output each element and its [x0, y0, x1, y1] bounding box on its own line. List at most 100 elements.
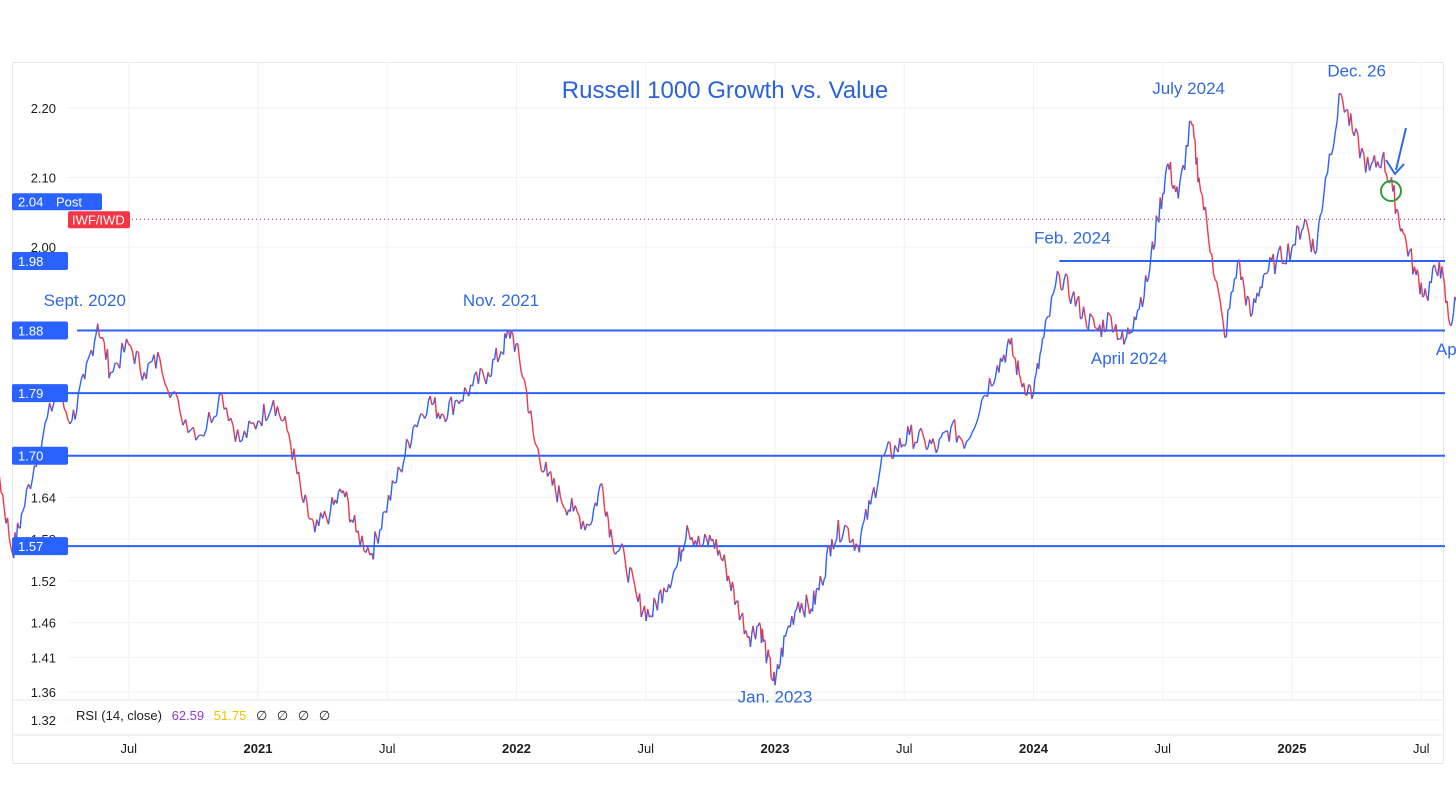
- series-segment: [683, 538, 687, 545]
- x-tick-label: Jul: [120, 741, 137, 756]
- series-segment: [866, 500, 870, 520]
- series-segment: [446, 401, 450, 418]
- level-badge-1.88: 1.88: [18, 324, 43, 339]
- series-segment: [498, 351, 502, 358]
- series-segment: [500, 350, 503, 354]
- series-segment: [882, 452, 886, 457]
- series-segment: [410, 427, 414, 442]
- series-segment: [1340, 93, 1344, 101]
- series-segment: [1332, 132, 1336, 148]
- series-segment: [741, 612, 746, 635]
- series-segment: [1198, 177, 1202, 191]
- series-segment: [523, 379, 527, 386]
- series-segment: [177, 398, 182, 415]
- series-segment: [93, 333, 97, 342]
- series-segment: [634, 585, 638, 595]
- series-segment: [1350, 113, 1354, 132]
- series-segment: [442, 414, 447, 423]
- series-segment: [794, 608, 798, 613]
- series-segment: [517, 343, 521, 359]
- series-segment: [879, 455, 883, 468]
- series-segment: [932, 438, 936, 446]
- series-segment: [566, 509, 570, 516]
- series-segment: [489, 375, 492, 378]
- series-segment: [1396, 208, 1399, 212]
- series-segment: [1032, 379, 1036, 394]
- series-segment: [1323, 177, 1327, 191]
- series-segment: [159, 358, 164, 374]
- series-segment: [640, 611, 644, 618]
- series-segment: [988, 377, 993, 387]
- series-segment: [452, 400, 456, 416]
- series-segment: [512, 334, 516, 352]
- series-segment: [284, 416, 288, 430]
- series-segment: [361, 535, 365, 551]
- series-segment: [1073, 291, 1077, 307]
- series-segment: [236, 429, 241, 442]
- series-segment: [558, 485, 562, 498]
- series-segment: [1430, 267, 1434, 284]
- series-segment: [1258, 286, 1262, 297]
- series-segment: [1279, 245, 1284, 264]
- series-segment: [537, 447, 541, 458]
- series-segment: [1261, 274, 1265, 289]
- series-segment: [221, 393, 225, 410]
- series-segment: [84, 363, 88, 380]
- series-segment: [1294, 225, 1298, 246]
- series-segment: [179, 413, 184, 426]
- series-segment: [479, 367, 483, 371]
- x-tick-label: 2022: [502, 741, 531, 756]
- series-segment: [1146, 277, 1150, 283]
- series-segment: [133, 351, 138, 365]
- rsi-indicator[interactable]: RSI (14, close) 62.59 51.75 ∅ ∅ ∅ ∅: [76, 708, 336, 724]
- series-segment: [397, 466, 401, 471]
- series-segment: [770, 677, 773, 680]
- series-segment: [1225, 309, 1229, 337]
- annotation-label: Sept. 2020: [44, 291, 126, 310]
- series-segment: [263, 403, 267, 421]
- series-segment: [1228, 291, 1232, 309]
- series-segment: [611, 539, 615, 552]
- series-segment: [1154, 215, 1157, 244]
- series-segment: [6, 517, 10, 538]
- series-segment: [792, 611, 796, 625]
- series-layer: [0, 92, 1456, 686]
- series-segment: [927, 439, 931, 448]
- series-segment: [306, 501, 310, 517]
- series-segment: [709, 534, 713, 542]
- series-segment: [1074, 299, 1078, 307]
- level-badge-1.57: 1.57: [18, 539, 43, 554]
- series-segment: [444, 417, 448, 423]
- series-segment: [464, 387, 468, 392]
- rsi-empty-3: ∅: [297, 708, 310, 723]
- series-segment: [1357, 134, 1361, 159]
- series-segment: [738, 615, 742, 621]
- series-segment: [1446, 300, 1450, 317]
- series-segment: [648, 615, 652, 618]
- series-segment: [1087, 313, 1091, 330]
- series-segment: [87, 354, 91, 360]
- series-segment: [1082, 306, 1086, 317]
- series-segment: [450, 396, 454, 416]
- series-segment: [76, 393, 80, 411]
- series-segment: [819, 575, 823, 582]
- annotation-label: Jan. 2023: [738, 688, 813, 707]
- series-segment: [832, 543, 836, 550]
- series-segment: [74, 410, 78, 420]
- series-segment: [1207, 239, 1211, 253]
- series-segment: [195, 435, 200, 441]
- series-segment: [894, 445, 898, 450]
- series-segment: [767, 649, 770, 658]
- series-segment: [629, 566, 633, 570]
- series-segment: [495, 347, 499, 363]
- series-segment: [1019, 379, 1023, 388]
- series-segment: [298, 471, 302, 486]
- series-segment: [389, 480, 394, 501]
- series-segment: [1058, 274, 1062, 290]
- series-segment: [1319, 212, 1323, 216]
- series-segment: [1326, 153, 1331, 174]
- series-segment: [892, 445, 896, 459]
- series-segment: [1149, 254, 1152, 269]
- series-segment: [774, 674, 777, 686]
